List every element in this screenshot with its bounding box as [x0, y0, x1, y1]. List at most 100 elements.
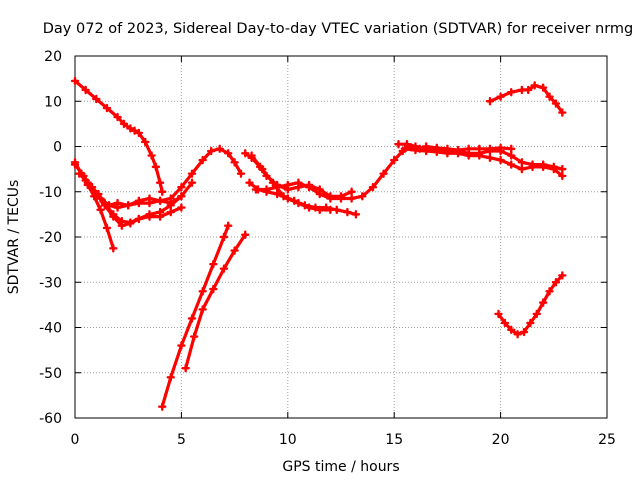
- data-point: [351, 210, 361, 219]
- data-point: [126, 124, 135, 133]
- data-point: [245, 178, 254, 187]
- data-point: [304, 203, 314, 212]
- data-point: [294, 198, 303, 208]
- series-arc-6: [104, 192, 186, 210]
- data-point: [155, 178, 165, 187]
- data-point: [147, 151, 156, 160]
- data-point: [119, 119, 129, 129]
- data-point: [532, 309, 541, 319]
- data-point: [219, 232, 229, 242]
- data-point: [126, 219, 135, 228]
- data-point: [92, 189, 101, 199]
- data-point: [189, 332, 199, 341]
- data-point: [117, 221, 127, 230]
- series-line-arc-14: [403, 147, 564, 178]
- data-point: [336, 194, 346, 203]
- x-tick-label-25: 25: [598, 432, 616, 448]
- data-point: [70, 76, 80, 86]
- data-point: [145, 210, 154, 219]
- data-point: [394, 140, 403, 149]
- data-point: [209, 284, 218, 294]
- data-point: [104, 201, 114, 210]
- x-tick-label-0: 0: [71, 432, 80, 448]
- data-point: [496, 143, 505, 153]
- series-arc-8: [181, 230, 250, 373]
- data-point: [326, 205, 335, 215]
- data-point: [402, 140, 412, 149]
- grid: [75, 56, 607, 418]
- data-point: [109, 244, 118, 253]
- y-tick-label-20: 20: [44, 49, 62, 65]
- y-axis-label: SDTVAR / TECUs: [6, 180, 22, 295]
- data-point: [304, 183, 314, 192]
- data-point: [528, 162, 537, 172]
- x-axis-label: GPS time / hours: [282, 459, 399, 475]
- data-point: [443, 144, 452, 153]
- data-point: [241, 230, 250, 239]
- data-point: [166, 207, 175, 217]
- data-point: [102, 223, 112, 233]
- data-point: [294, 178, 303, 187]
- data-point: [432, 143, 441, 153]
- y-tick-label--50: -50: [39, 366, 62, 382]
- data-point: [219, 264, 229, 273]
- y-tick-label-0: 0: [53, 140, 62, 156]
- axis-ticks: 0 5 10 15 20 25 -60 -50 -40 -30 -20 -10 0 10 20: [39, 49, 616, 448]
- series-line-arc-1: [73, 79, 164, 194]
- data-point: [513, 330, 522, 339]
- data-point: [526, 318, 535, 328]
- data-point: [507, 325, 516, 334]
- data-point: [358, 192, 367, 201]
- plot-frame: [74, 55, 608, 419]
- y-tick-label--20: -20: [39, 230, 62, 246]
- data-point: [268, 178, 278, 187]
- data-point: [464, 151, 473, 160]
- data-point: [83, 178, 92, 187]
- data-point: [241, 149, 250, 158]
- data-point: [485, 144, 495, 153]
- data-point: [538, 83, 548, 92]
- data-point: [206, 146, 216, 156]
- data-point: [151, 162, 161, 172]
- data-point: [558, 108, 567, 117]
- data-point: [517, 164, 527, 174]
- series-arc-17: [494, 271, 567, 339]
- data-point: [347, 187, 356, 196]
- data-point: [81, 85, 90, 95]
- data-point: [500, 318, 510, 328]
- chart-title: Day 072 of 2023, Sidereal Day-to-day VTE…: [43, 21, 634, 37]
- data-point: [155, 196, 165, 205]
- data-point: [155, 207, 165, 217]
- y-tick-label--10: -10: [39, 185, 62, 201]
- y-tick-label--60: -60: [39, 411, 62, 427]
- data-point: [158, 187, 167, 196]
- data-point: [507, 144, 516, 153]
- data-point: [368, 183, 378, 192]
- data-point: [177, 183, 186, 192]
- data-point: [134, 214, 144, 224]
- data-point: [343, 207, 352, 217]
- data-point: [558, 164, 567, 174]
- data-point: [230, 158, 239, 167]
- x-tick-label-15: 15: [385, 432, 403, 448]
- data-point: [124, 201, 133, 210]
- data-point: [134, 196, 144, 205]
- y-tick-label--30: -30: [39, 275, 62, 291]
- data-point: [224, 221, 233, 230]
- series-arc-15: [421, 142, 516, 155]
- data-point: [166, 198, 175, 208]
- data-point: [177, 192, 186, 201]
- data-point: [551, 99, 561, 108]
- data-point: [464, 144, 473, 153]
- x-tick-label-5: 5: [177, 432, 186, 448]
- data-point: [496, 155, 505, 165]
- data-point: [507, 160, 516, 169]
- data-point: [145, 194, 154, 203]
- data-point: [283, 180, 292, 190]
- y-tick-label-10: 10: [44, 94, 62, 110]
- data-point: [187, 178, 197, 187]
- data-point: [524, 85, 533, 95]
- data-point: [198, 287, 207, 296]
- data-point: [113, 198, 122, 208]
- data-point: [141, 137, 150, 147]
